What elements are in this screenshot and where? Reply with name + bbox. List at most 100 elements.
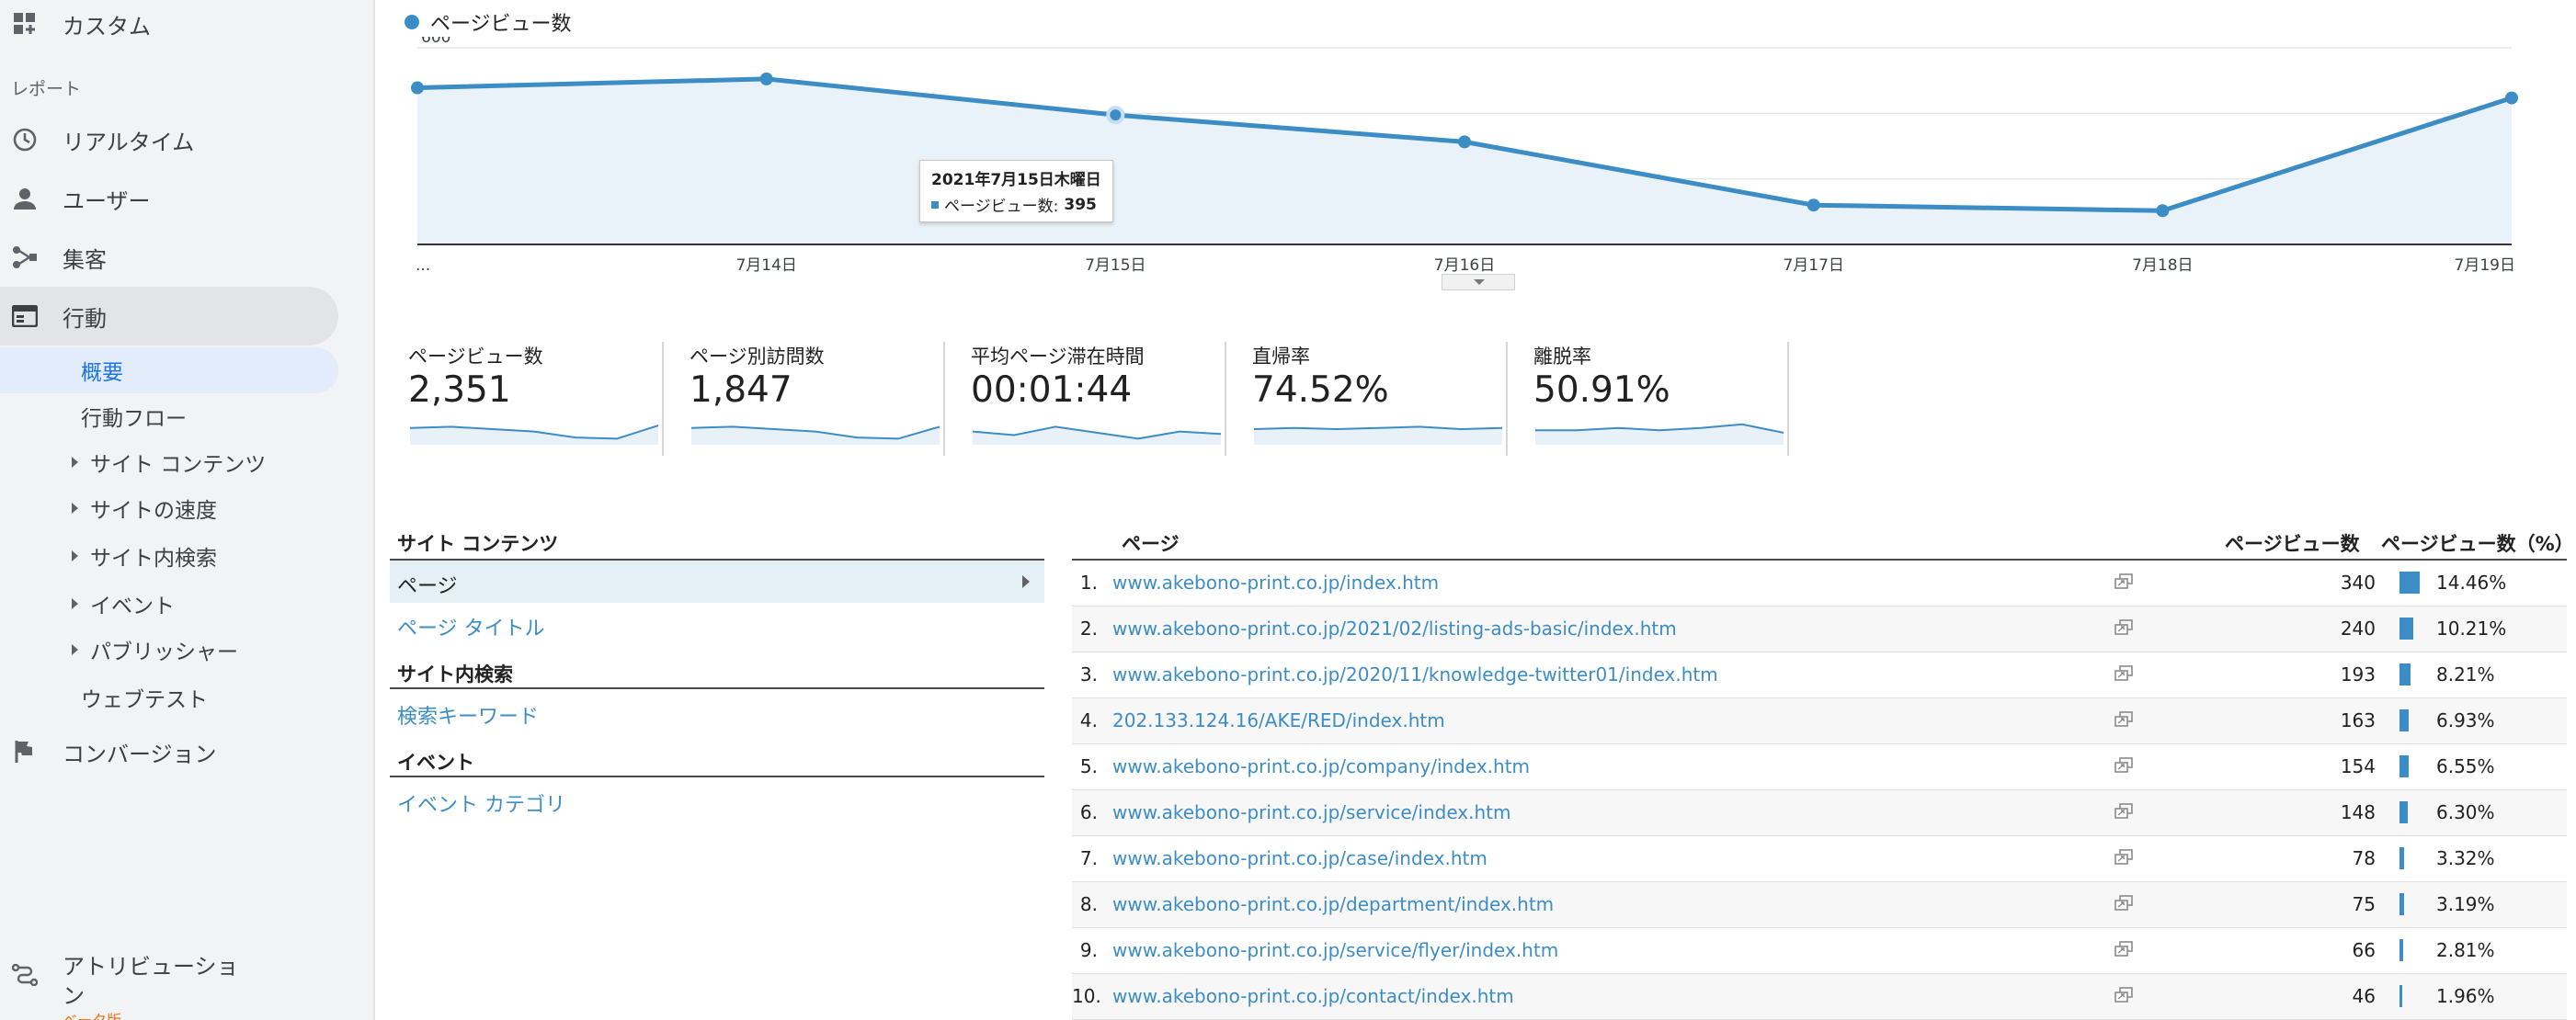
open-external-icon[interactable] [2114, 941, 2133, 958]
metric-bounce-rate[interactable]: 直帰率 74.52% [1226, 342, 1508, 456]
sidebar-item-events[interactable]: イベント [0, 581, 338, 627]
pageview-count: 340 [2340, 572, 2376, 594]
page-url-link[interactable]: www.akebono-print.co.jp/index.htm [1112, 572, 1440, 594]
caret-right-icon [72, 457, 78, 468]
sidebar-item-label: イベント [90, 595, 175, 618]
beta-badge: ベータ版 [63, 1008, 121, 1020]
open-external-icon[interactable] [2114, 803, 2133, 820]
pageview-percentage: 8.21% [2436, 663, 2495, 686]
row-number: 7. [1079, 847, 1098, 869]
open-external-icon[interactable] [2114, 573, 2133, 590]
pageview-count: 46 [2352, 985, 2376, 1007]
pageview-share-bar [2399, 985, 2402, 1007]
person-icon [11, 185, 39, 212]
sidebar-item-label: サイトの速度 [90, 499, 217, 523]
sparkline-line [973, 425, 1221, 440]
page-url-link[interactable]: www.akebono-print.co.jp/2021/02/listing-… [1112, 618, 1677, 640]
metric-sparkline [973, 425, 1221, 445]
metric-value: 74.52% [1252, 369, 1389, 411]
metric-pageviews[interactable]: ページビュー数 2,351 [382, 342, 664, 456]
caret-right-icon [72, 644, 78, 655]
metric-divider [1225, 342, 1226, 456]
metric-divider [662, 342, 664, 456]
chart-collapse-handle[interactable] [1442, 274, 1515, 290]
pageview-share-bar [2399, 847, 2404, 869]
sidebar-item-realtime[interactable]: リアルタイム [0, 110, 338, 169]
sparkline-line [1254, 425, 1502, 431]
open-external-icon[interactable] [2114, 757, 2133, 774]
open-external-icon[interactable] [2114, 849, 2133, 866]
sparkline-area [1535, 424, 1784, 445]
page-url-link[interactable]: www.akebono-print.co.jp/department/index… [1112, 893, 1555, 915]
caret-right-icon [72, 503, 78, 514]
page-title-link[interactable]: ページ タイトル [397, 618, 545, 640]
tooltip-value: 395 [1064, 195, 1097, 214]
metric-label: ページビュー数 [408, 346, 543, 368]
page-url-link[interactable]: www.akebono-print.co.jp/service/index.ht… [1112, 801, 1511, 823]
content-nav-page-label: ページ [397, 575, 458, 598]
pageview-percentage: 3.19% [2436, 893, 2495, 915]
open-external-icon[interactable] [2114, 987, 2133, 1003]
page-url-link[interactable]: www.akebono-print.co.jp/2020/11/knowledg… [1112, 663, 1718, 686]
sparkline-area [973, 426, 1221, 445]
sidebar-item-site-search[interactable]: サイト内検索 [0, 533, 338, 579]
sidebar-item-behavior-flow[interactable]: 行動フロー [0, 393, 338, 439]
data-point [1458, 135, 1471, 149]
metric-sparkline [410, 425, 658, 445]
sidebar-item-conversions[interactable]: コンバージョン [0, 722, 338, 781]
sidebar-item-site-content[interactable]: サイト コンテンツ [0, 439, 338, 485]
x-tick-label: 7月15日 [1085, 256, 1146, 275]
pageview-count: 193 [2340, 663, 2376, 686]
sidebar-item-behavior[interactable]: 行動 [0, 287, 338, 346]
pageview-share-bar [2399, 663, 2411, 686]
page-url-link[interactable]: www.akebono-print.co.jp/company/index.ht… [1112, 755, 1531, 777]
sidebar-item-web-test[interactable]: ウェブテスト [0, 674, 338, 720]
page-url-link[interactable]: www.akebono-print.co.jp/service/flyer/in… [1112, 939, 1559, 961]
page-url-link[interactable]: www.akebono-print.co.jp/case/index.htm [1112, 847, 1487, 869]
sidebar-item-publisher[interactable]: パブリッシャー [0, 627, 338, 673]
sidebar-item-overview[interactable]: 概要 [0, 347, 338, 393]
sidebar-item-label-continued: ン [63, 983, 85, 1009]
page-url-link[interactable]: www.akebono-print.co.jp/contact/index.ht… [1112, 985, 1514, 1007]
sidebar-item-site-speed[interactable]: サイトの速度 [0, 485, 338, 531]
sidebar-item-label: 行動 [63, 305, 107, 332]
table-row: 7. www.akebono-print.co.jp/case/index.htm… [1072, 836, 2567, 882]
table-row: 8. www.akebono-print.co.jp/department/ind… [1072, 882, 2567, 928]
sidebar-item-label: アトリビューショ [63, 954, 239, 980]
metric-value: 1,847 [690, 369, 792, 411]
content-nav-page[interactable]: ページ [390, 559, 1044, 603]
open-external-icon[interactable] [2114, 711, 2133, 728]
pageview-share-bar [2399, 801, 2408, 823]
metric-exit-rate[interactable]: 離脱率 50.91% [1508, 342, 1789, 456]
metric-label: 直帰率 [1252, 346, 1310, 368]
table-row: 6. www.akebono-print.co.jp/service/index.… [1072, 790, 2567, 836]
metric-avg-time-on-page[interactable]: 平均ページ滞在時間 00:01:44 [945, 342, 1226, 456]
metric-divider [943, 342, 945, 456]
open-external-icon[interactable] [2114, 895, 2133, 912]
chevron-right-icon [1022, 575, 1030, 588]
sidebar-item-custom[interactable]: カスタム [0, 0, 338, 53]
metric-unique-pageviews[interactable]: ページ別訪問数 1,847 [664, 342, 945, 456]
sparkline-line [410, 425, 658, 440]
open-external-icon[interactable] [2114, 665, 2133, 682]
sidebar-item-label: リアルタイム [63, 129, 195, 155]
table-row: 3. www.akebono-print.co.jp/2020/11/knowle… [1072, 652, 2567, 698]
pageview-count: 163 [2340, 709, 2376, 731]
search-keyword-link[interactable]: 検索キーワード [397, 706, 540, 729]
sparkline-area [691, 426, 940, 445]
open-external-icon[interactable] [2114, 619, 2133, 636]
table-row: 4. 202.133.124.16/AKE/RED/index.htm 163 6.9… [1072, 698, 2567, 744]
pageview-percentage: 6.93% [2436, 709, 2495, 731]
pageview-line-chart[interactable]: 200400600...7月14日7月15日7月16日7月17日7月18日7月1… [377, 37, 2576, 285]
row-number: 10. [1072, 985, 1101, 1007]
sidebar-item-label: ユーザー [63, 187, 151, 214]
event-category-link[interactable]: イベント カテゴリ [397, 794, 565, 817]
site-search-heading: サイト内検索 [397, 663, 513, 686]
sparkline-line [1535, 423, 1784, 434]
sidebar-item-label: コンバージョン [63, 741, 217, 767]
sidebar-item-acquisition[interactable]: 集客 [0, 228, 338, 287]
sidebar-item-users[interactable]: ユーザー [0, 169, 338, 228]
sidebar-item-label: サイト コンテンツ [90, 453, 267, 477]
sidebar-item-attribution[interactable]: アトリビューショ ン [0, 934, 338, 1009]
page-url-link[interactable]: 202.133.124.16/AKE/RED/index.htm [1112, 709, 1445, 731]
